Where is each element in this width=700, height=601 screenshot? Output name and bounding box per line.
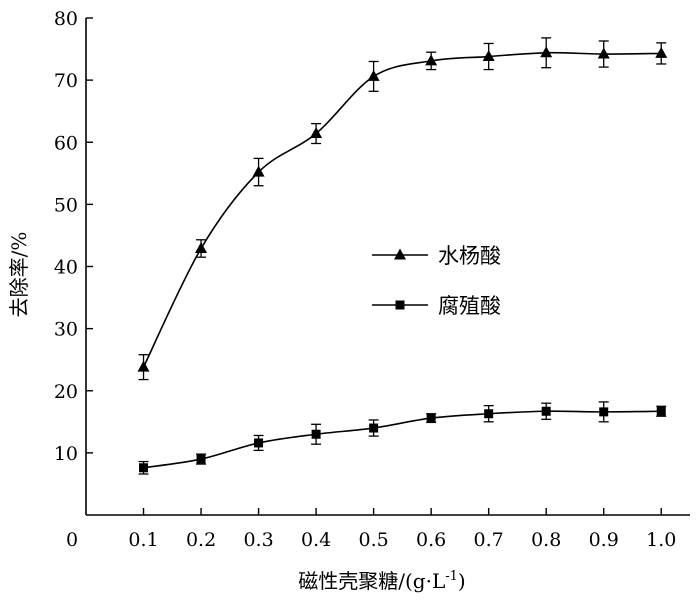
data-point — [540, 46, 553, 58]
data-point — [482, 50, 495, 62]
data-point — [597, 47, 610, 59]
data-point — [425, 54, 438, 66]
y-tick-label: 60 — [54, 132, 78, 154]
data-point — [656, 406, 666, 416]
x-axis-title-close: ) — [458, 569, 466, 593]
data-point — [599, 407, 609, 417]
x-tick-label: 0.6 — [416, 529, 446, 551]
y-tick-label: 10 — [54, 443, 78, 465]
y-tick-label: 40 — [54, 257, 78, 279]
y-tick-label: 70 — [54, 70, 78, 92]
data-point — [367, 69, 380, 81]
x-origin-label: 0 — [66, 529, 78, 551]
series-line — [142, 51, 662, 368]
x-axis-title-main: 磁性壳聚糖/(g·L — [298, 569, 445, 593]
series-line — [143, 410, 662, 469]
y-tick-label: 20 — [54, 381, 78, 403]
y-tick-label: 30 — [54, 319, 78, 341]
series-layer — [137, 37, 668, 475]
y-tick-label: 80 — [54, 8, 78, 30]
data-point — [369, 423, 379, 433]
x-axis-title-superscript: -1 — [445, 569, 458, 584]
data-point — [426, 413, 436, 423]
data-point — [196, 454, 206, 464]
x-axis-ticks: 0.1 0.2 0.3 0.4 0.5 0.6 0.7 0.8 0.9 1.0 — [128, 508, 676, 551]
data-point — [254, 438, 264, 448]
data-point — [310, 127, 323, 139]
data-point — [137, 360, 150, 372]
data-point — [541, 406, 551, 416]
y-axis-ticks: 10 20 30 40 50 60 70 80 — [54, 8, 93, 465]
y-tick-label: 50 — [54, 194, 78, 216]
x-tick-label: 0.8 — [531, 529, 561, 551]
legend-label: 腐殖酸 — [438, 294, 501, 318]
series-1 — [137, 37, 668, 381]
legend-marker — [395, 300, 405, 310]
x-axis-title: 磁性壳聚糖/(g·L-1) — [298, 569, 465, 593]
data-point — [655, 46, 668, 58]
series-2 — [138, 401, 667, 475]
x-tick-label: 0.7 — [474, 529, 504, 551]
x-tick-label: 0.5 — [359, 529, 389, 551]
x-tick-label: 1.0 — [646, 529, 676, 551]
x-tick-label: 0.3 — [243, 529, 273, 551]
legend-label: 水杨酸 — [438, 244, 501, 268]
x-tick-label: 0.9 — [589, 529, 619, 551]
x-tick-label: 0.1 — [128, 529, 158, 551]
legend-marker — [394, 248, 406, 260]
data-point — [252, 165, 265, 177]
x-tick-label: 0.2 — [186, 529, 216, 551]
x-tick-label: 0.4 — [301, 529, 331, 551]
data-point — [484, 409, 494, 419]
data-point — [139, 463, 149, 473]
axes — [85, 18, 690, 516]
data-point — [311, 429, 321, 439]
y-axis-title: 去除率/% — [7, 232, 31, 318]
data-point — [195, 241, 208, 253]
